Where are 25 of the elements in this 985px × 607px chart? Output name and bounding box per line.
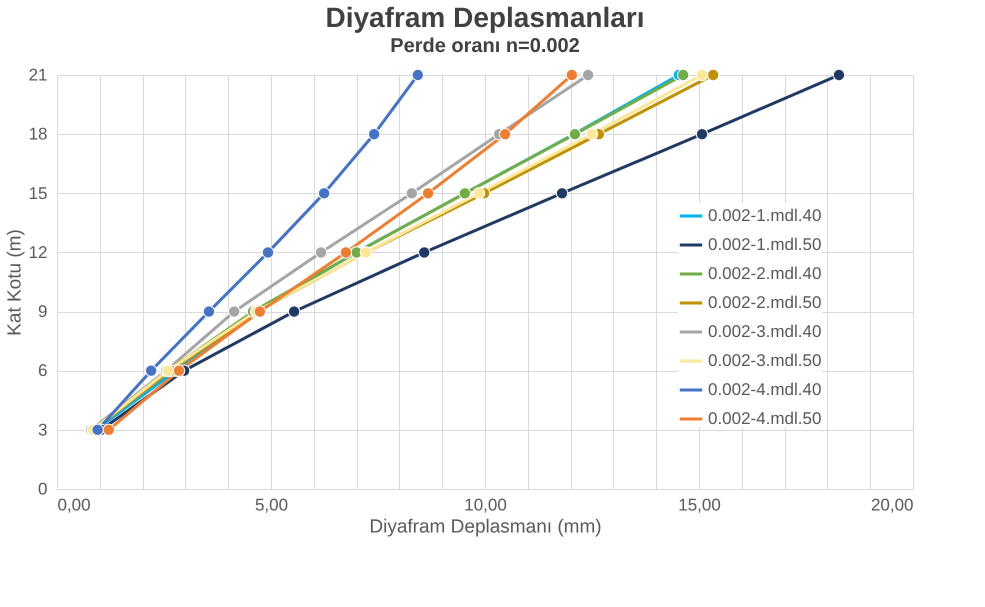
legend-label: 0.002-1.mdl.50 bbox=[708, 235, 822, 254]
x-tick-label: 0,00 bbox=[58, 496, 91, 514]
chart-title: Diyafram Deplasmanları bbox=[325, 2, 645, 33]
legend-label: 0.002-4.mdl.50 bbox=[708, 409, 822, 428]
legend-label: 0.002-2.mdl.40 bbox=[708, 264, 822, 283]
legend-label: 0.002-4.mdl.40 bbox=[708, 380, 822, 399]
x-tick-label: 15,00 bbox=[678, 496, 721, 514]
y-tick-label: 0 bbox=[38, 480, 48, 498]
legend-label: 0.002-1.mdl.40 bbox=[708, 206, 822, 225]
legend-label: 0.002-3.mdl.40 bbox=[708, 322, 822, 341]
y-tick-label: 9 bbox=[38, 302, 48, 322]
legend-label: 0.002-3.mdl.50 bbox=[708, 351, 822, 370]
y-tick-label: 6 bbox=[38, 361, 48, 380]
chart-subtitle: Perde oranı n=0.002 bbox=[390, 35, 580, 57]
x-axis-title: Diyafram Deplasmanı (mm) bbox=[369, 516, 602, 538]
y-tick-label: 18 bbox=[28, 124, 48, 144]
y-tick-label: 15 bbox=[28, 184, 48, 203]
y-tick-label: 21 bbox=[28, 66, 48, 84]
x-tick-label: 5,00 bbox=[254, 496, 288, 514]
y-tick-label: 12 bbox=[28, 242, 48, 262]
y-tick-label: 3 bbox=[38, 420, 48, 440]
x-tick-label: 20,00 bbox=[870, 496, 914, 514]
legend-label: 0.002-2.mdl.50 bbox=[708, 293, 822, 312]
x-tick-label: 10,00 bbox=[464, 496, 507, 514]
y-axis-title: Kat Kotu (m) bbox=[4, 229, 26, 336]
